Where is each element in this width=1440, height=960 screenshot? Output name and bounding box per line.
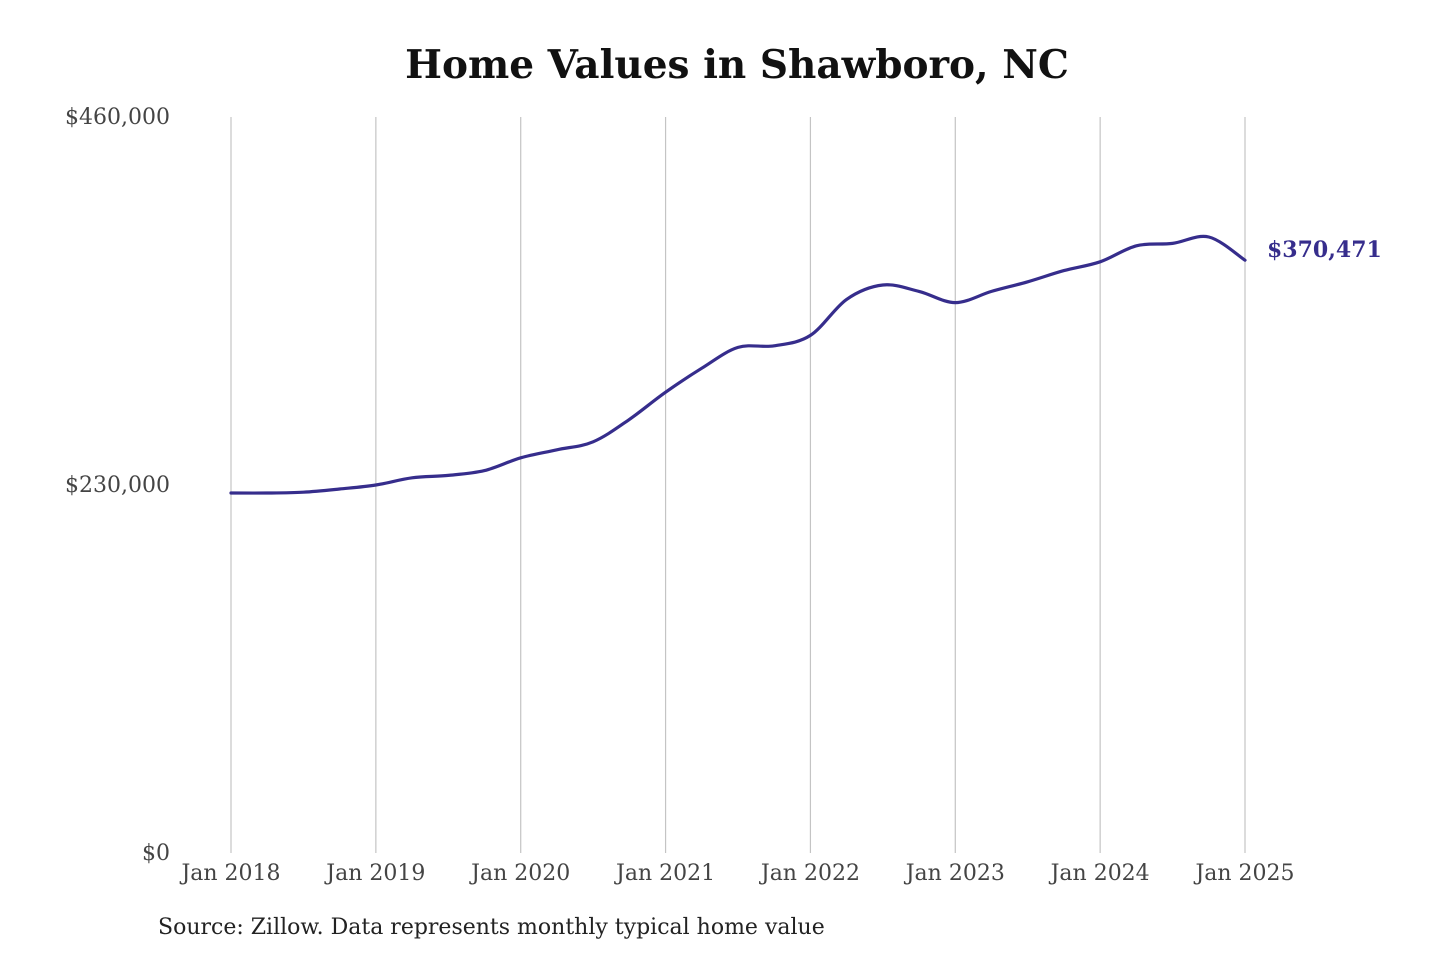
x-tick-label: Jan 2021 <box>614 861 715 886</box>
y-tick-label: $460,000 <box>65 105 170 130</box>
x-tick-label: Jan 2025 <box>1193 861 1294 886</box>
x-tick-label: Jan 2023 <box>904 861 1005 886</box>
series-line-0 <box>229 234 1247 495</box>
y-axis-tick-labels: $0 $230,000 $460,000 <box>65 105 170 866</box>
end-value-label: $370,471 <box>1267 237 1382 263</box>
series-layer: $370,471 <box>229 234 1382 495</box>
chart-source-note: Source: Zillow. Data represents monthly … <box>158 915 825 940</box>
x-tick-label: Jan 2022 <box>759 861 860 886</box>
chart-title: Home Values in Shawboro, NC <box>405 42 1069 88</box>
y-tick-label: $0 <box>142 841 170 866</box>
x-tick-label: Jan 2024 <box>1049 861 1150 886</box>
x-axis-tick-labels: Jan 2018 Jan 2019 Jan 2020 Jan 2021 Jan 2022… <box>179 861 1294 886</box>
x-tick-label: Jan 2018 <box>179 861 280 886</box>
y-tick-label: $230,000 <box>65 473 170 498</box>
x-tick-label: Jan 2019 <box>324 861 425 886</box>
x-tick-label: Jan 2020 <box>469 861 570 886</box>
